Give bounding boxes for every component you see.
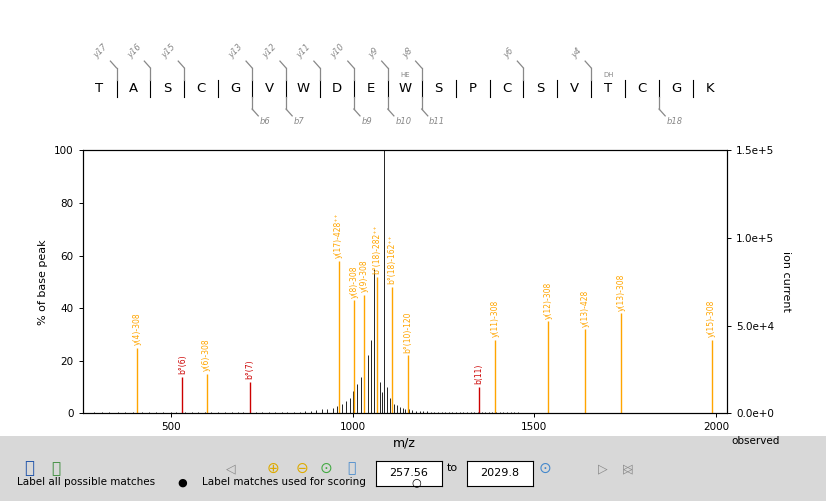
Text: b°(6): b°(6) — [178, 354, 187, 374]
Text: Label all possible matches: Label all possible matches — [17, 477, 154, 487]
Text: observed: observed — [731, 436, 780, 446]
Text: ◁: ◁ — [623, 462, 633, 475]
Text: C: C — [502, 82, 511, 95]
Text: b°(18)-282⁺⁺: b°(18)-282⁺⁺ — [373, 224, 382, 274]
Text: 🖼: 🖼 — [51, 461, 61, 476]
Text: y6: y6 — [502, 46, 516, 60]
Text: ⧂: ⧂ — [347, 461, 355, 475]
Text: G: G — [671, 82, 681, 95]
Text: ▷: ▷ — [623, 462, 633, 475]
Text: ⊕: ⊕ — [266, 461, 279, 476]
Text: W: W — [398, 82, 411, 95]
Text: C: C — [197, 82, 206, 95]
Text: b°(18)-162⁺⁺: b°(18)-162⁺⁺ — [387, 235, 396, 285]
Text: ○: ○ — [411, 477, 421, 487]
Text: b11: b11 — [430, 117, 445, 126]
Text: D: D — [332, 82, 342, 95]
Text: S: S — [536, 82, 544, 95]
Text: y17: y17 — [92, 42, 109, 60]
Text: ⊙: ⊙ — [320, 461, 333, 476]
Text: HE: HE — [400, 72, 410, 78]
Text: y(12)-308: y(12)-308 — [544, 282, 553, 319]
Text: y4: y4 — [570, 46, 584, 60]
Text: b6: b6 — [259, 117, 270, 126]
Text: T: T — [604, 82, 612, 95]
Text: y10: y10 — [329, 42, 346, 60]
Text: Label matches used for scoring: Label matches used for scoring — [202, 477, 366, 487]
Y-axis label: ion current: ion current — [781, 252, 790, 312]
Text: S: S — [164, 82, 172, 95]
Text: y(13)-428: y(13)-428 — [581, 289, 590, 327]
Text: y9: y9 — [367, 46, 380, 60]
Text: W: W — [297, 82, 310, 95]
Text: P: P — [468, 82, 477, 95]
Text: y(6)-308: y(6)-308 — [202, 339, 211, 371]
Text: b7: b7 — [293, 117, 304, 126]
X-axis label: m/z: m/z — [393, 436, 416, 449]
Text: b9: b9 — [361, 117, 372, 126]
Text: y12: y12 — [261, 42, 278, 60]
Text: C: C — [638, 82, 647, 95]
Text: E: E — [367, 82, 375, 95]
Text: ⊙: ⊙ — [539, 461, 552, 476]
Text: ▷: ▷ — [598, 462, 608, 475]
Text: y(8)-308: y(8)-308 — [350, 265, 358, 298]
Text: to: to — [447, 463, 458, 473]
Text: G: G — [230, 82, 240, 95]
Text: V: V — [570, 82, 579, 95]
Y-axis label: % of base peak: % of base peak — [38, 239, 49, 325]
Text: b10: b10 — [396, 117, 411, 126]
Text: y(11)-308: y(11)-308 — [491, 300, 500, 337]
Text: b°(10)-120: b°(10)-120 — [403, 311, 412, 353]
Text: ⊖: ⊖ — [295, 461, 308, 476]
Text: y16: y16 — [126, 42, 143, 60]
Text: b(11): b(11) — [474, 364, 483, 384]
Text: y15: y15 — [159, 42, 177, 60]
Text: ❓: ❓ — [24, 459, 34, 477]
Text: V: V — [264, 82, 273, 95]
Text: 257.56: 257.56 — [389, 468, 429, 478]
Text: S: S — [434, 82, 443, 95]
Text: T: T — [96, 82, 103, 95]
Text: y8: y8 — [401, 46, 414, 60]
Text: DH: DH — [603, 72, 614, 78]
Text: ◁: ◁ — [226, 462, 236, 475]
Text: b°(7): b°(7) — [245, 360, 254, 379]
Text: y(9)-308: y(9)-308 — [359, 260, 368, 293]
Text: K: K — [705, 82, 714, 95]
Text: y(17)-428⁺⁺: y(17)-428⁺⁺ — [335, 212, 343, 258]
Text: A: A — [129, 82, 138, 95]
Text: y11: y11 — [295, 42, 312, 60]
Text: 2029.8: 2029.8 — [480, 468, 520, 478]
Text: y13: y13 — [227, 42, 244, 60]
Text: y(4)-308: y(4)-308 — [133, 312, 142, 345]
Text: b18: b18 — [667, 117, 682, 126]
Text: y(15)-308: y(15)-308 — [707, 300, 716, 337]
Text: y(13)-308: y(13)-308 — [616, 274, 625, 311]
Text: ●: ● — [178, 477, 188, 487]
